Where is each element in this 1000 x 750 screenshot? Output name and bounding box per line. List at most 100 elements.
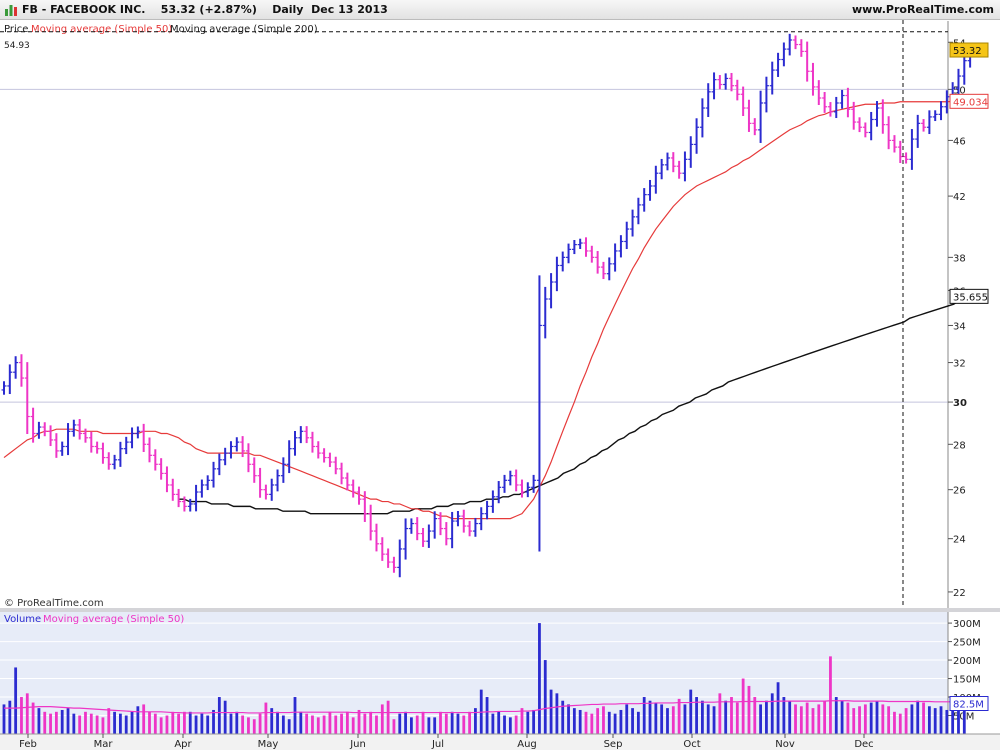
volume-bar [392,719,396,734]
volume-bar [735,702,739,734]
price-bar [484,500,490,520]
price-bar [350,479,356,498]
volume-bar [503,715,506,734]
price-bar [915,114,921,148]
volume-bar [20,697,23,734]
volume-bar [829,656,832,734]
volume-bar [572,708,576,734]
volume-bar [241,715,245,734]
volume-bar [666,708,669,734]
price-bar [414,517,420,541]
volume-bar [369,711,373,734]
price-bar [164,466,170,493]
price-bar [408,518,414,534]
price-bar [857,117,863,133]
volume-bar [933,708,937,734]
price-bar [775,52,781,77]
volume-bar [305,713,309,734]
volume-bar [834,697,838,734]
volume-bar [229,713,233,734]
volume-bar [43,711,47,734]
volume-bar [386,700,390,734]
volume-bar [724,700,728,734]
volume-bar [677,698,681,734]
price-bar [804,41,810,82]
volume-bar [625,704,629,734]
volume-bar [84,711,87,734]
price-bar [170,478,176,501]
last-volume-label-text: 82.5M [953,700,984,711]
price-bar [100,442,106,464]
last-ma50-label-text: 49.034 [953,97,988,108]
price-bar [571,239,577,255]
volume-bar [927,706,931,734]
price-bar [909,129,915,170]
instrument-title: FB - FACEBOOK INC. 53.32 (+2.87%) Daily … [22,3,388,16]
price-bar [344,472,350,491]
price-bar [123,436,129,455]
volume-bar [456,713,460,734]
volume-bar [584,711,588,734]
price-bar [368,504,374,541]
volume-bar [95,715,99,734]
chart-date: Dec 13 2013 [311,3,388,16]
price-bar [932,110,938,122]
volume-bar [49,713,52,734]
volume-bar [485,697,489,734]
price-bar [257,467,263,498]
price-bar [961,52,967,85]
price-bar [880,99,886,134]
volume-bar [171,711,175,734]
volume-bar [951,704,955,734]
volume-bar [72,713,76,734]
volume-bar [264,702,268,734]
price-change: 53.32 (+2.87%) [160,3,257,16]
price-bar [362,491,368,522]
volume-bar [648,700,652,734]
price-bar [24,362,30,434]
x-tick-label: Aug [517,739,537,750]
x-tick-label: May [258,739,279,750]
price-bar [513,469,519,492]
volume-legend-ma: Moving average (Simple 50) [43,614,184,625]
volume-bar [153,713,157,734]
volume-bar [875,700,879,734]
price-bar [781,42,787,67]
price-bar [275,469,281,492]
x-tick-label: Mar [94,739,114,750]
volume-bar [25,693,29,734]
volume-bar [89,713,93,734]
price-bar [263,484,269,500]
x-tick-label: Jul [431,739,444,750]
volume-bar [299,711,303,734]
price-bar [822,92,828,113]
price-bar [647,179,653,201]
price-bar [59,441,65,456]
volume-bar [782,697,786,734]
price-bar [77,419,83,440]
price-bar [449,511,455,549]
volume-bar [602,706,605,734]
volume-tick-label: 200M [953,656,981,667]
price-bar [502,474,508,493]
price-tick-label: 38 [953,253,966,264]
volume-bar [334,715,338,734]
price-bar [897,140,903,164]
volume-bar [66,708,70,734]
volume-bar [410,717,413,734]
price-bar [269,478,275,501]
volume-bar [607,711,611,734]
volume-bar [893,711,896,734]
volume-bar [293,697,297,734]
volume-bar [101,717,105,734]
volume-bar [345,711,349,734]
price-bar [356,486,362,505]
price-bar [373,523,379,552]
volume-bar [846,702,850,734]
price-bar [18,354,24,387]
symbol-name: FB - FACEBOOK INC. [22,3,146,16]
volume-bar [945,709,949,734]
price-bar [339,462,345,485]
